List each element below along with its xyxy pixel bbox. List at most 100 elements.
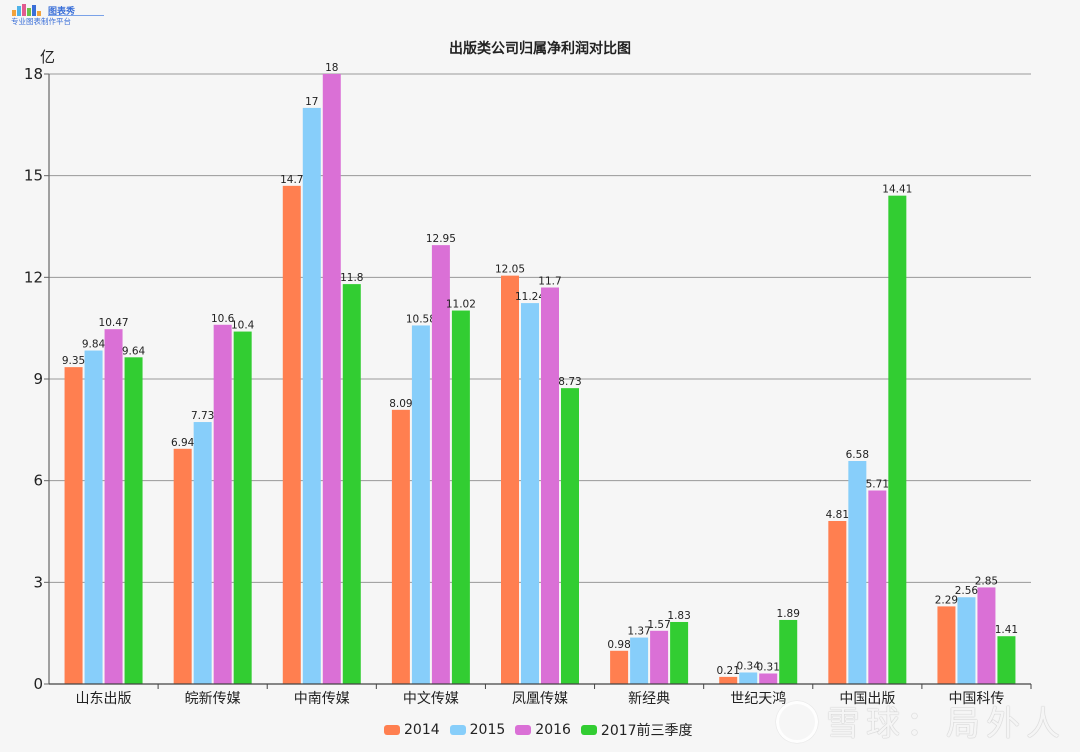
bar[interactable] [630, 637, 649, 684]
bar-value-label: 12.05 [495, 264, 525, 276]
chart-title: 出版类公司归属净利润对比图 [449, 41, 631, 57]
y-tick-label: 3 [33, 573, 43, 591]
legend-item-2014[interactable]: 2014 [384, 722, 440, 738]
x-category-label: 凤凰传媒 [512, 691, 568, 707]
bar[interactable] [888, 195, 907, 684]
bar[interactable] [322, 74, 341, 684]
bar-value-label: 10.58 [406, 313, 436, 325]
bar[interactable] [848, 461, 867, 684]
bar[interactable] [124, 357, 143, 684]
legend-item-2015[interactable]: 2015 [449, 722, 506, 738]
logo-bars-icon [12, 4, 46, 16]
legend-label: 2014 [404, 722, 440, 738]
bar[interactable] [670, 621, 689, 684]
bar-value-label: 10.6 [211, 313, 235, 325]
legend-item-2016[interactable]: 2016 [515, 722, 571, 738]
y-tick-label: 12 [24, 268, 43, 286]
bar-series: 9.35 9.84 10.47 9.64 6.94 7.73 10.610.4 14.7 17 1… [62, 62, 1018, 685]
logo-brand: 图表秀 [48, 7, 76, 17]
legend-swatch-icon [580, 725, 597, 735]
snowball-logo-icon [776, 700, 818, 743]
bar-value-label: 14.41 [882, 184, 912, 196]
bar-value-label: 18 [325, 62, 338, 74]
bar-value-label: 6.58 [846, 449, 869, 461]
bar[interactable] [431, 245, 450, 684]
bar-value-label: 6.94 [171, 437, 195, 449]
bar-value-label: 10.4 [231, 320, 255, 332]
bar-value-label: 2.29 [935, 594, 958, 606]
bar[interactable] [521, 303, 539, 684]
bar[interactable] [561, 388, 579, 684]
bar[interactable] [779, 619, 798, 684]
x-category-label: 世纪天鸿 [730, 690, 786, 707]
legend-swatch-icon [449, 725, 466, 735]
y-tick-label: 15 [24, 167, 43, 185]
bar[interactable] [719, 676, 738, 684]
bar-value-label: 8.09 [389, 398, 412, 410]
legend-label: 2016 [535, 722, 571, 738]
bar-value-label: 11.24 [515, 291, 545, 303]
bar-value-label: 1.37 [627, 626, 650, 638]
bar-value-label: 12.95 [426, 233, 456, 245]
x-category-label: 中国科传 [948, 691, 1004, 707]
bar-value-label: 17 [305, 96, 318, 108]
y-tick-label: 0 [33, 675, 43, 693]
watermark-text: 雪球：局外人 [826, 704, 1066, 744]
bar-value-label: 9.35 [62, 355, 85, 367]
bar[interactable] [759, 673, 778, 684]
bar-value-label: 5.71 [866, 478, 889, 490]
bar[interactable] [541, 287, 559, 685]
y-axis-unit: 亿 [40, 48, 56, 66]
watermark: 雪球：局外人 [776, 696, 1066, 747]
bar[interactable] [650, 630, 669, 684]
y-tick-label: 9 [33, 370, 43, 388]
logo-divider [48, 15, 104, 16]
logo-slogan: 专业图表制作平台 [11, 17, 71, 26]
bar[interactable] [282, 185, 301, 685]
y-tick-label: 6 [33, 472, 43, 490]
bar[interactable] [84, 350, 103, 684]
bar[interactable] [977, 587, 996, 684]
bar-value-label: 9.84 [82, 339, 106, 351]
bar[interactable] [64, 367, 83, 684]
bar[interactable] [868, 490, 887, 684]
bar-value-label: 14.7 [280, 174, 303, 186]
bar-value-label: 2.56 [955, 585, 979, 597]
bar-value-label: 11.02 [446, 299, 476, 311]
bar[interactable] [391, 409, 410, 684]
bar-value-label: 11.8 [340, 272, 363, 284]
bar[interactable] [828, 520, 847, 684]
bar-value-label: 0.34 [737, 660, 761, 672]
bar-value-label: 1.41 [995, 624, 1018, 636]
bar[interactable] [193, 422, 212, 684]
bar[interactable] [501, 275, 519, 684]
bar-value-label: 8.73 [558, 376, 581, 388]
x-category-label: 皖新传媒 [185, 691, 241, 707]
bar[interactable] [213, 324, 232, 684]
bar[interactable] [997, 636, 1016, 684]
bar[interactable] [937, 606, 956, 684]
bar[interactable] [302, 107, 321, 684]
x-category-label: 中国出版 [839, 691, 895, 707]
bar[interactable] [411, 325, 430, 684]
x-category-label: 中文传媒 [403, 691, 459, 707]
bar[interactable] [233, 331, 252, 684]
bar[interactable] [104, 329, 123, 684]
bar-value-label: 11.7 [538, 276, 561, 288]
bar[interactable] [173, 448, 192, 684]
legend-label: 2015 [469, 722, 506, 738]
legend-item-2017前三季度[interactable]: 2017前三季度 [580, 720, 693, 740]
x-category-label: 山东出版 [76, 691, 132, 707]
bar-value-label: 9.64 [122, 345, 146, 357]
bar-value-label: 4.81 [826, 509, 849, 521]
gridlines [49, 73, 1031, 583]
x-category-label: 中南传媒 [294, 691, 350, 707]
bar-value-label: 1.57 [647, 619, 670, 631]
bar[interactable] [957, 597, 976, 684]
bar-value-label: 0.98 [607, 639, 630, 651]
bar[interactable] [610, 650, 629, 684]
bar[interactable] [342, 284, 361, 684]
bar[interactable] [739, 672, 758, 684]
bar[interactable] [451, 310, 470, 684]
